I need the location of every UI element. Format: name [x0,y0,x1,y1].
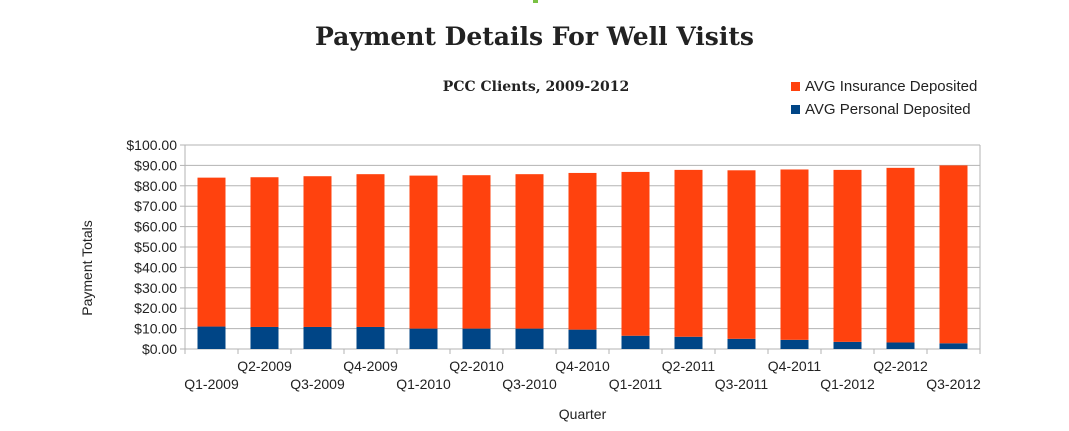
y-tick-label: $30.00 [134,280,177,296]
bar-personal [727,338,756,349]
x-axis-title: Quarter [559,406,607,422]
y-tick-label: $60.00 [134,219,177,235]
bar-insurance [250,177,279,327]
bar-insurance [197,177,226,327]
bar-personal [356,326,385,349]
bar-insurance [833,169,862,342]
y-tick-label: $20.00 [134,300,177,316]
bar-insurance [621,171,650,336]
x-tick-label: Q1-2009 [184,376,239,392]
chart-subtitle: PCC Clients, 2009-2012 [442,79,630,95]
legend-label-personal: AVG Personal Deposited [805,101,971,118]
bar-personal [568,329,597,349]
legend-label-insurance: AVG Insurance Deposited [805,78,978,95]
x-tick-label: Q3-2010 [502,376,557,392]
bar-personal [409,328,438,349]
x-tick-label: Q4-2010 [555,358,610,374]
y-tick-label: $50.00 [134,239,177,255]
x-tick-label: Q3-2009 [290,376,345,392]
y-tick-label: $10.00 [134,321,177,337]
bar-insurance [886,167,915,343]
y-tick-label: $40.00 [134,259,177,275]
y-tick-label: $70.00 [134,198,177,214]
top-marker [533,0,538,3]
x-tick-label: Q4-2009 [343,358,398,374]
bar-insurance [515,174,544,329]
bar-personal [833,341,862,349]
bar-personal [886,342,915,349]
x-tick-label: Q2-2011 [662,358,716,374]
bar-insurance [462,175,491,329]
legend-swatch-personal [791,105,800,114]
x-tick-label: Q1-2011 [609,376,663,392]
legend-item-insurance: AVG Insurance Deposited [791,75,977,98]
bar-insurance [568,172,597,330]
bar-personal [621,335,650,349]
bar-personal [462,328,491,349]
bar-personal [197,326,226,349]
y-tick-label: $100.00 [126,137,177,153]
x-tick-label: Q4-2011 [768,358,822,374]
bar-insurance [356,174,385,327]
y-tick-label: $0.00 [142,341,177,357]
x-tick-label: Q2-2009 [237,358,292,374]
bar-personal [939,343,968,349]
x-tick-label: Q1-2012 [820,376,875,392]
x-tick-label: Q2-2010 [449,358,504,374]
legend-item-personal: AVG Personal Deposited [791,98,977,121]
legend: AVG Insurance Deposited AVG Personal Dep… [791,75,977,121]
x-tick-label: Q1-2010 [396,376,451,392]
y-tick-label: $90.00 [134,157,177,173]
bar-personal [515,328,544,349]
chart-title: Payment Details For Well Visits [315,22,754,51]
x-tick-label: Q2-2012 [873,358,928,374]
y-tick-label: $80.00 [134,178,177,194]
bar-insurance [727,170,756,339]
y-axis-title: Payment Totals [79,220,95,315]
bar-personal [250,326,279,349]
x-tick-label: Q3-2011 [715,376,769,392]
bar-insurance [409,175,438,329]
legend-swatch-insurance [791,82,800,91]
bar-insurance [939,165,968,344]
bar-personal [674,336,703,349]
bar-insurance [674,169,703,337]
bar-insurance [303,176,332,327]
x-tick-label: Q3-2012 [926,376,981,392]
bar-insurance [780,169,809,340]
bar-personal [303,326,332,349]
bar-personal [780,339,809,349]
